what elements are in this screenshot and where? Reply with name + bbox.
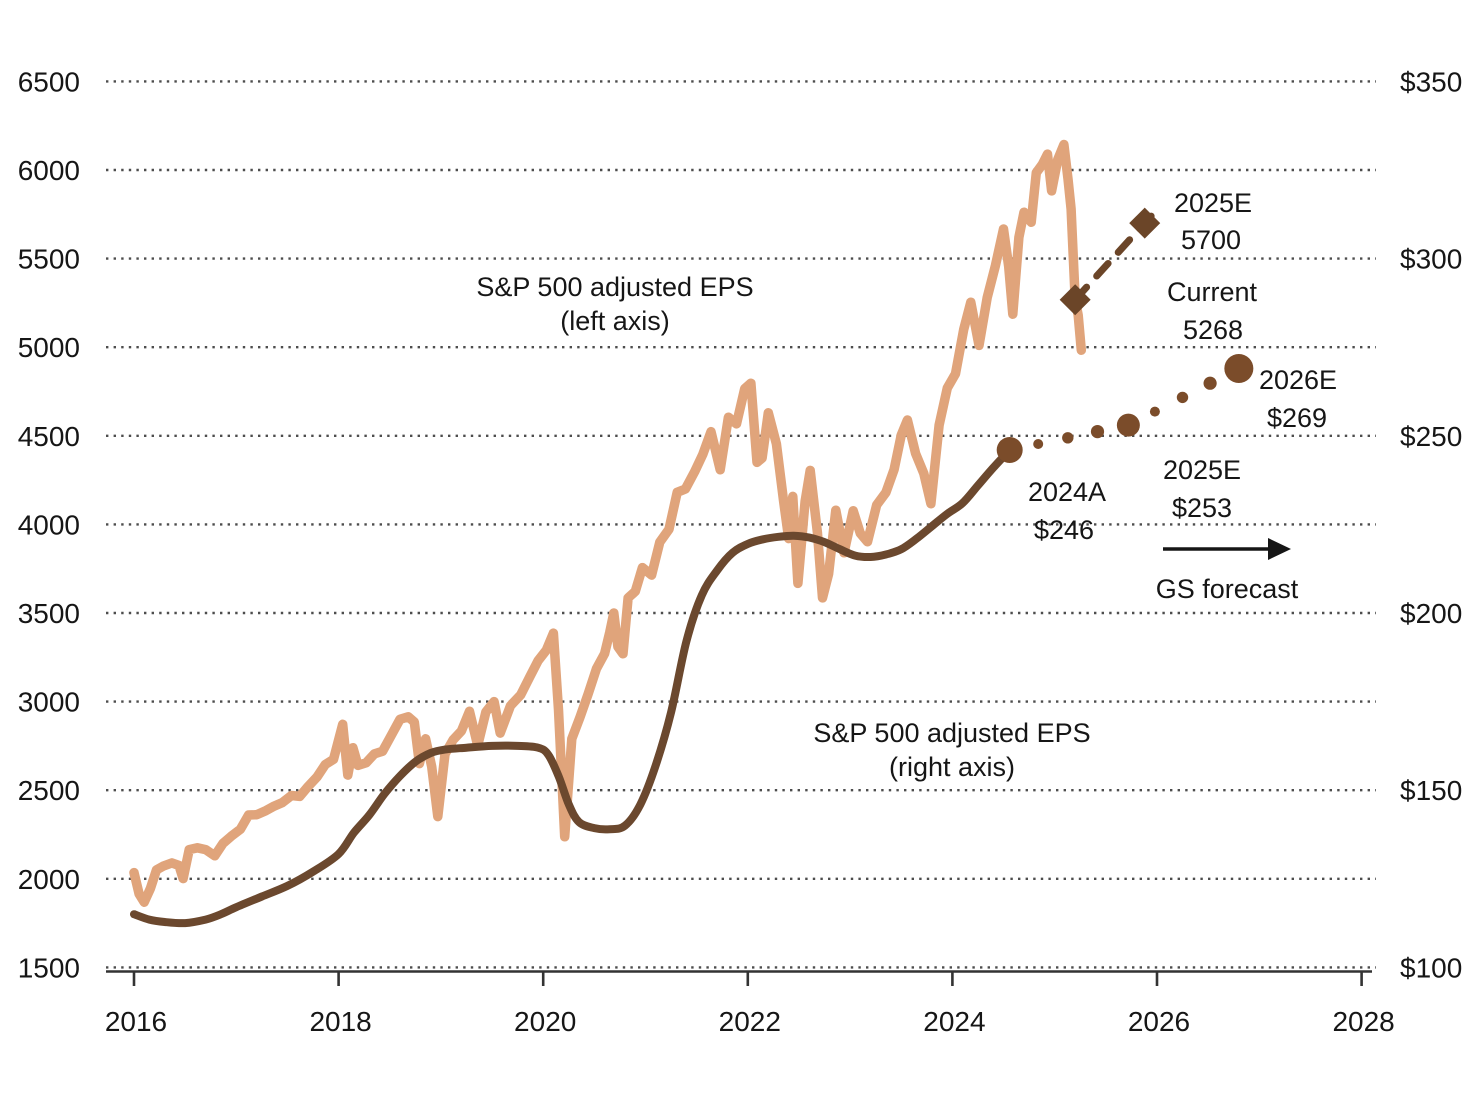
right-axis-tick-250: $250 — [1400, 421, 1462, 452]
eps-2025e-label-line2: $253 — [1172, 493, 1232, 523]
x-axis-tick-2018: 2018 — [309, 1006, 371, 1037]
eps-2024a-label-line1: 2024A — [1028, 477, 1106, 507]
left-series-label-line2: (left axis) — [560, 306, 670, 336]
chart-annotation-layer: S&P 500 adjusted EPS (left axis) S&P 500… — [476, 188, 1337, 782]
eps-2026e-label-line2: $269 — [1267, 403, 1327, 433]
left-axis-tick-3500: 3500 — [18, 598, 80, 629]
eps-forecast-dot — [1176, 391, 1189, 404]
eps-2025e-label-line1: 2025E — [1163, 455, 1241, 485]
right-axis-tick-200: $200 — [1400, 598, 1462, 629]
eps-forecast-dot — [1203, 376, 1217, 390]
right-axis-tick-300: $300 — [1400, 244, 1462, 275]
right-axis-tick-100: $100 — [1400, 952, 1462, 983]
eps-forecast-dot — [1062, 432, 1074, 444]
left-axis-tick-6500: 6500 — [18, 66, 80, 97]
left-axis-tick-5000: 5000 — [18, 332, 80, 363]
x-axis-tick-2028: 2028 — [1332, 1006, 1394, 1037]
gs-forecast-arrow-head — [1268, 538, 1291, 560]
gs-forecast-label: GS forecast — [1156, 574, 1299, 604]
eps-forecast-circle-2024a — [996, 436, 1023, 463]
left-axis-tick-1500: 1500 — [18, 952, 80, 983]
left-axis-tick-4500: 4500 — [18, 421, 80, 452]
eps-forecast-dot — [1090, 425, 1105, 439]
right-axis-tick-150: $150 — [1400, 775, 1462, 806]
sp500-price-line — [129, 139, 1087, 907]
sp-current-label-line2: 5268 — [1183, 315, 1243, 345]
left-axis-tick-4000: 4000 — [18, 509, 80, 540]
eps-forecast-dot — [1149, 406, 1160, 417]
left-axis-tick-5500: 5500 — [18, 244, 80, 275]
right-series-label-line2: (right axis) — [889, 752, 1015, 782]
left-axis-tick-6000: 6000 — [18, 155, 80, 186]
left-series-label-line1: S&P 500 adjusted EPS — [476, 272, 753, 302]
left-axis-tick-2000: 2000 — [18, 864, 80, 895]
eps-forecast-dot — [1033, 439, 1044, 449]
sp500-forecast-diamond-2025e — [1129, 207, 1161, 239]
x-axis-tick-2026: 2026 — [1128, 1006, 1190, 1037]
eps-2026e-label-line1: 2026E — [1259, 365, 1337, 395]
eps-2024a-label-line2: $246 — [1034, 515, 1094, 545]
sp-2025e-label-line2: 5700 — [1181, 225, 1241, 255]
x-axis-tick-2020: 2020 — [514, 1006, 576, 1037]
x-axis-tick-2024: 2024 — [923, 1006, 985, 1037]
eps-forecast-circle-2026e — [1224, 353, 1254, 383]
sp-2025e-label-line1: 2025E — [1174, 188, 1252, 218]
left-axis-tick-2500: 2500 — [18, 775, 80, 806]
sp500-forecast-diamond-current — [1059, 284, 1091, 316]
eps-line — [130, 446, 1014, 928]
x-axis-tick-2016: 2016 — [105, 1006, 167, 1037]
chart-generated-layer: 6500 6000 5500 5000 4500 4000 3500 3000 2500 2000… — [18, 66, 1463, 1037]
right-axis-tick-350: $350 — [1400, 66, 1462, 97]
left-axis-tick-3000: 3000 — [18, 687, 80, 718]
right-series-label-line1: S&P 500 adjusted EPS — [813, 718, 1090, 748]
eps-forecast-circle-2025e — [1116, 413, 1140, 437]
x-axis-tick-2022: 2022 — [719, 1006, 781, 1037]
sp-current-label-line1: Current — [1167, 277, 1258, 307]
